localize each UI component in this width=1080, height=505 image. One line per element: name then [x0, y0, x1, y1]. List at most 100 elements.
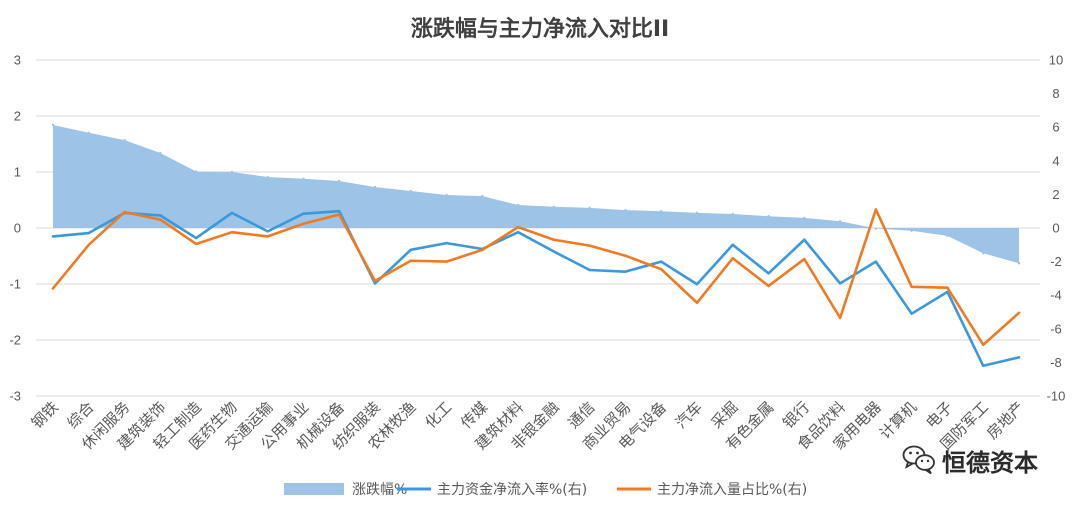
area-series-change-pct-point — [695, 211, 699, 215]
line-series-capital-inflow-rate — [51, 209, 1021, 368]
legend-swatch-area — [284, 483, 344, 495]
area-series-change-pct-point — [230, 170, 234, 174]
line-series-capital-inflow-rate-point — [767, 272, 770, 275]
area-series-change-pct-point — [874, 227, 878, 230]
line-series-capital-inflow-rate-point — [51, 235, 55, 238]
right-axis-tick-label: -6 — [1050, 321, 1062, 336]
left-axis-tick-label: 3 — [14, 53, 21, 68]
area-series-change-pct-point — [910, 229, 913, 232]
left-axis-tick-label: -1 — [9, 277, 21, 292]
line-series-inflow-share-point — [481, 248, 484, 252]
left-axis-tick-label: 1 — [14, 165, 21, 180]
line-series-inflow-share-point — [266, 235, 269, 238]
left-axis-tick-label: 2 — [14, 109, 21, 124]
line-series-inflow-share-point — [230, 231, 234, 234]
line-series-inflow-share — [51, 208, 1021, 347]
left-axis-tick-label: 0 — [14, 221, 21, 236]
right-axis-tick-label: -4 — [1050, 288, 1062, 303]
line-series-inflow-share-point — [87, 243, 90, 246]
area-series-change-pct-point — [159, 151, 162, 155]
legend-item-inflow-share: 主力净流入量占比%(右) — [617, 482, 807, 498]
area-series-change-pct-point — [373, 185, 377, 189]
line-series-capital-inflow-rate-point — [874, 260, 878, 263]
wechat-icon-tail-large — [904, 461, 913, 469]
right-axis-tick-label: -8 — [1050, 355, 1062, 370]
wechat-icon-tail-small — [924, 468, 932, 475]
area-series-change-pct-point — [445, 193, 448, 197]
right-axis-tick-label: 8 — [1052, 86, 1059, 101]
line-series-capital-inflow-rate-point — [409, 248, 412, 252]
wechat-icon — [902, 445, 935, 475]
area-series-change-pct-point — [409, 189, 412, 193]
line-series-inflow-share-point — [731, 257, 734, 260]
left-axis-tick-label: -3 — [9, 389, 21, 404]
line-series-capital-inflow-rate-point — [838, 282, 842, 285]
right-axis-tick-label: 10 — [1049, 53, 1063, 68]
line-series-inflow-share-point — [516, 225, 520, 229]
area-series-change-pct-point — [266, 175, 269, 179]
line-series-capital-inflow-rate-point — [660, 260, 663, 263]
line-series-capital-inflow-rate-point — [946, 290, 949, 294]
line-series-capital-inflow-rate-point — [624, 270, 627, 273]
line-series-capital-inflow-rate-point — [194, 236, 198, 240]
line-series-inflow-share-point — [982, 343, 985, 346]
line-series-inflow-share-point — [767, 284, 770, 288]
wechat-icon-bubble-small — [915, 454, 935, 471]
legend-item-capital-inflow-rate: 主力资金净流入率%(右) — [397, 481, 587, 498]
line-series-capital-inflow-rate-point — [516, 231, 520, 234]
line-series-inflow-share-point — [409, 259, 412, 262]
area-series-change-pct-point — [338, 179, 341, 183]
right-axis-tick-label: -10 — [1047, 389, 1066, 404]
area-series-change-pct-point — [588, 206, 591, 210]
area-series-change-pct-point — [767, 215, 770, 218]
area-series-change-pct-point — [1017, 262, 1021, 265]
line-series-inflow-share-point — [838, 316, 842, 320]
line-series-capital-inflow-rate-point — [338, 210, 341, 213]
line-series-capital-inflow-rate-point — [87, 231, 90, 235]
right-axis-tick-label: 2 — [1052, 187, 1059, 202]
line-series-capital-inflow-rate-point — [803, 238, 806, 241]
area-series-change-pct-point — [51, 123, 55, 127]
area-series-change-pct-point — [946, 234, 949, 238]
line-series-inflow-share-point — [624, 254, 627, 257]
line-series-inflow-share-point — [910, 285, 913, 288]
line-series-inflow-share-point — [194, 242, 198, 246]
line-series-inflow-share-point — [695, 301, 699, 304]
area-series-change-pct-point — [87, 131, 90, 134]
line-series-capital-inflow-rate-point — [445, 241, 448, 245]
line-series-capital-inflow-rate-point — [552, 250, 556, 253]
line-series-inflow-share-point — [338, 213, 341, 216]
line-series-capital-inflow-rate-point — [910, 312, 913, 315]
line-series-inflow-share-point — [159, 218, 162, 221]
line-series-capital-inflow-rate-point — [373, 282, 377, 285]
watermark: 恒德资本 — [902, 445, 1038, 477]
plot-series — [51, 123, 1021, 368]
line-series-capital-inflow-rate-point — [1017, 356, 1021, 359]
area-series-change-pct-point — [481, 194, 484, 198]
wechat-icon-eye — [916, 451, 919, 455]
line-series-inflow-share-point — [123, 210, 126, 214]
area-series-change-pct-point — [731, 212, 734, 216]
line-series-inflow-share-point — [1017, 311, 1021, 315]
line-series-capital-inflow-rate-point — [695, 283, 699, 286]
wechat-icon-eye — [909, 451, 912, 455]
right-axis-tick-label: 0 — [1052, 221, 1059, 236]
left-axis: 3 2 1 0 -1 -2 -3 — [9, 53, 21, 404]
area-series-change-pct-point — [624, 208, 627, 212]
area-series-change-pct-point — [552, 205, 556, 208]
line-series-capital-inflow-rate-point — [302, 212, 305, 215]
line-series-inflow-share-point — [946, 286, 949, 289]
watermark-text: 恒德资本 — [942, 449, 1038, 477]
right-axis-tick-label: 4 — [1052, 153, 1059, 168]
line-series-capital-inflow-rate-point — [982, 364, 985, 367]
area-series-change-pct — [53, 124, 1019, 264]
area-series-change-pct-point — [194, 170, 198, 173]
line-series-inflow-share-point — [660, 267, 663, 271]
legend-item-change-pct: 涨跌幅% — [284, 482, 407, 498]
wechat-icon-eye — [920, 459, 924, 463]
line-series-inflow-share-point — [803, 257, 806, 261]
line-series-inflow-share-point — [51, 287, 55, 290]
wechat-icon-eye — [926, 459, 930, 463]
